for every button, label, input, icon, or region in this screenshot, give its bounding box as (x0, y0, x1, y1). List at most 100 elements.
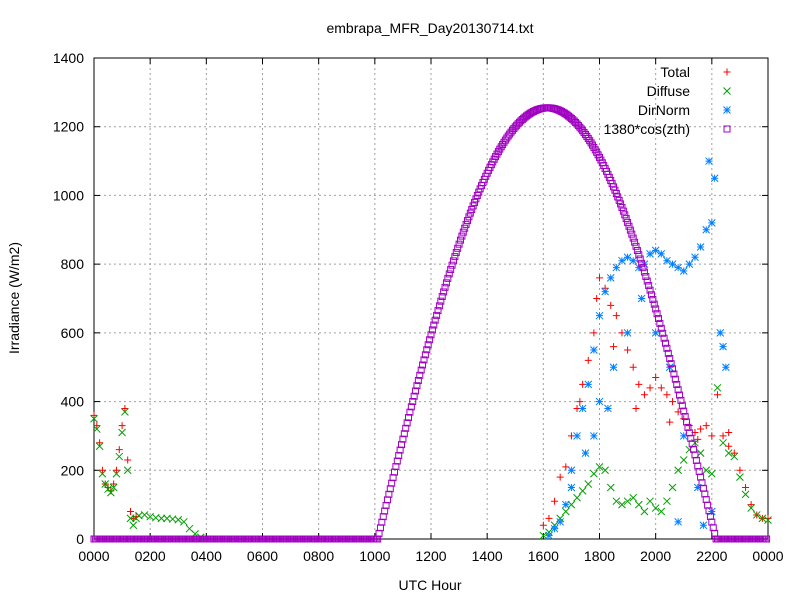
data-point (584, 480, 593, 488)
x-tick-label: 2000 (640, 548, 671, 564)
data-point (623, 497, 632, 506)
data-point (668, 260, 677, 268)
data-point (701, 490, 709, 498)
data-point (645, 282, 653, 290)
data-point (736, 473, 744, 482)
data-point (607, 301, 615, 309)
data-point (402, 424, 410, 432)
data-point (659, 329, 667, 337)
data-point (129, 521, 138, 530)
data-point (465, 213, 473, 221)
data-point (393, 457, 401, 465)
data-point (409, 398, 417, 406)
data-point (652, 305, 660, 313)
data-point (445, 270, 453, 278)
data-point (657, 249, 666, 258)
data-point (466, 209, 474, 217)
data-point (584, 380, 593, 389)
y-tick-label: 1200 (53, 119, 84, 135)
data-point (758, 514, 767, 523)
data-point (461, 224, 469, 232)
data-point (711, 529, 719, 537)
data-point (634, 263, 643, 272)
data-point (437, 297, 445, 305)
data-point (646, 497, 654, 506)
data-point (405, 414, 413, 422)
data-point (684, 423, 692, 431)
data-point (578, 404, 587, 413)
data-point (685, 260, 694, 268)
data-point (610, 343, 618, 351)
legend-marker (723, 87, 731, 95)
data-point (629, 234, 637, 242)
data-point (403, 419, 411, 427)
data-point (464, 217, 472, 225)
data-point (625, 222, 633, 230)
data-point (646, 286, 654, 294)
data-point (678, 402, 686, 410)
data-point (619, 207, 627, 215)
x-tick-label: 1800 (584, 548, 615, 564)
data-point (440, 288, 448, 296)
data-point (635, 380, 643, 388)
data-point (632, 404, 640, 412)
data-point (400, 430, 408, 438)
data-point (691, 253, 699, 262)
data-point (458, 232, 466, 240)
data-point (640, 391, 648, 399)
data-point (413, 382, 421, 390)
data-point (398, 441, 406, 449)
data-point (433, 311, 441, 319)
data-point (421, 351, 429, 359)
data-point (636, 255, 644, 263)
data-point (651, 329, 660, 337)
data-point (423, 346, 431, 354)
x-tick-label: 0000 (752, 548, 783, 564)
data-point (539, 521, 547, 529)
data-point (615, 196, 623, 204)
data-point (661, 339, 669, 347)
data-point (741, 490, 750, 499)
y-tick-label: 200 (61, 462, 85, 478)
data-point (556, 473, 564, 481)
data-point (679, 267, 688, 275)
data-point (424, 341, 432, 349)
data-point (593, 295, 601, 302)
data-point (420, 356, 428, 364)
data-point (629, 493, 638, 502)
data-point (157, 514, 166, 523)
data-point (699, 521, 708, 530)
data-point (629, 363, 637, 371)
data-point (679, 456, 688, 464)
series-2 (545, 157, 730, 540)
data-point (601, 466, 609, 475)
data-point (663, 344, 671, 352)
data-point (618, 500, 626, 509)
data-point (126, 514, 135, 523)
data-point (707, 469, 716, 478)
legend-label: DirNorm (638, 102, 690, 118)
data-point (127, 508, 135, 516)
data-point (674, 517, 682, 526)
data-point (604, 404, 612, 413)
data-point (590, 469, 598, 478)
data-point (666, 418, 674, 426)
data-point (123, 466, 132, 475)
data-point (121, 408, 129, 416)
data-point (612, 497, 621, 506)
data-point (98, 469, 107, 478)
data-point (606, 274, 615, 282)
data-point (654, 315, 662, 323)
data-point (670, 370, 678, 378)
data-point (716, 329, 725, 337)
x-tick-label: 0800 (303, 548, 334, 564)
data-point (448, 261, 456, 269)
data-point (663, 391, 671, 399)
x-tick-label: 1600 (528, 548, 559, 564)
data-point (742, 483, 750, 491)
data-point (417, 366, 425, 374)
data-point (719, 438, 727, 447)
data-point (431, 316, 439, 324)
data-point (106, 488, 115, 497)
